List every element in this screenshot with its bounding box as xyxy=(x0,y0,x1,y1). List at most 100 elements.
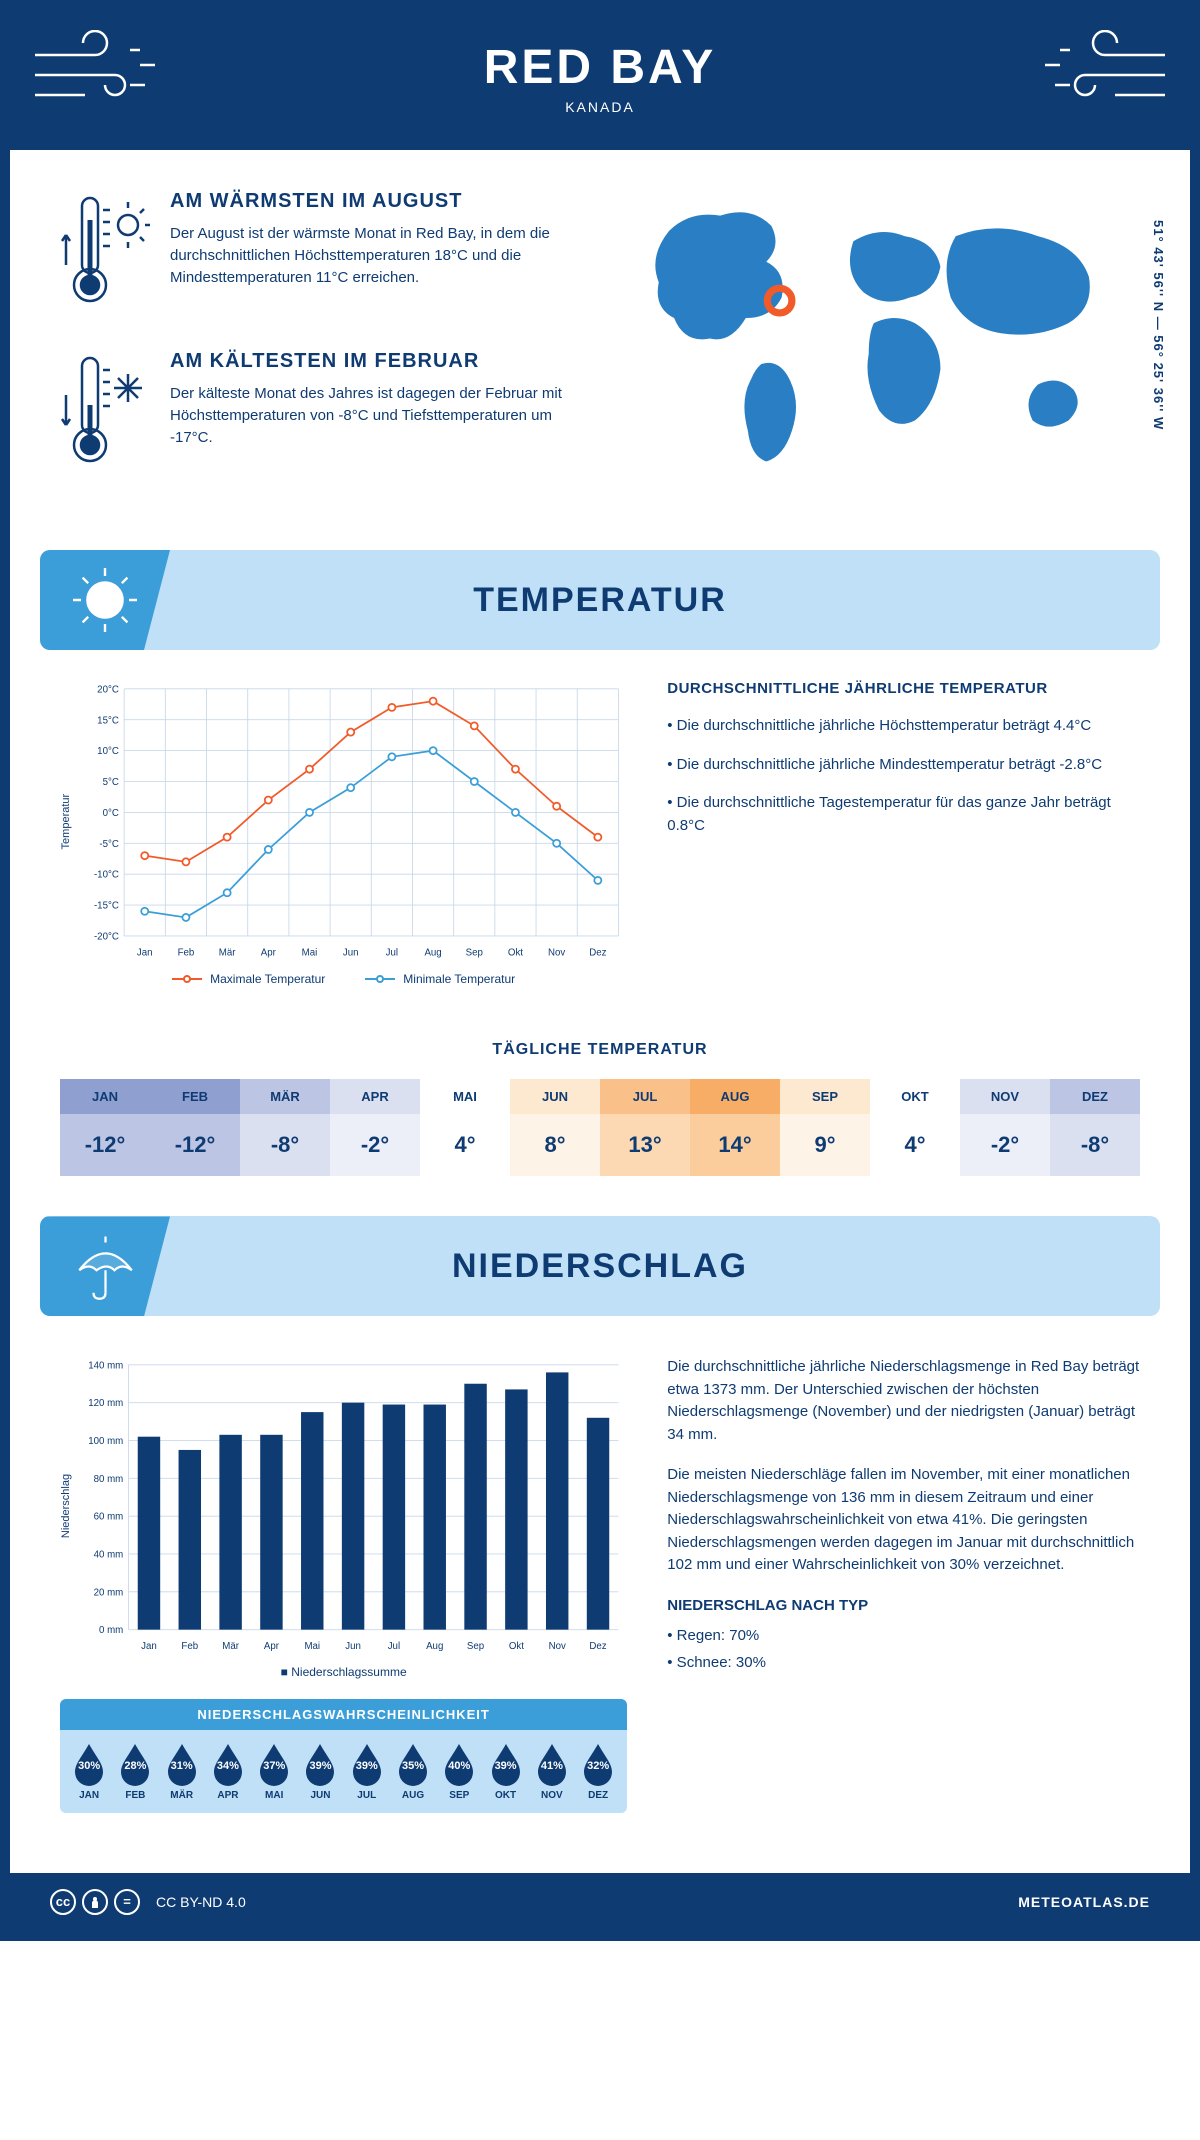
svg-text:Jun: Jun xyxy=(343,947,359,958)
umbrella-icon xyxy=(40,1216,170,1316)
thermometer-sun-icon xyxy=(60,190,150,315)
footer-brand: METEOATLAS.DE xyxy=(1018,1894,1150,1910)
svg-text:60 mm: 60 mm xyxy=(94,1512,124,1523)
cc-icon: cc xyxy=(50,1889,76,1915)
daily-cell: JAN-12° xyxy=(60,1079,150,1176)
temperature-line-chart: -20°C-15°C-10°C-5°C0°C5°C10°C15°C20°CJan… xyxy=(80,680,627,962)
page: RED BAY KANADA AM WÄRMSTEN IM AUGUST Der xyxy=(0,0,1200,1941)
precip-type-title: NIEDERSCHLAG NACH TYP xyxy=(667,1595,1140,1618)
svg-text:Nov: Nov xyxy=(548,947,565,958)
precip-bar-chart: 0 mm20 mm40 mm60 mm80 mm100 mm120 mm140 … xyxy=(80,1356,627,1656)
prob-month: OKT xyxy=(482,1790,528,1801)
daily-month: JUL xyxy=(600,1079,690,1114)
temp-info-b3: • Die durchschnittliche Tagestemperatur … xyxy=(667,792,1140,837)
coordinates: 51° 43' 56'' N — 56° 25' 36'' W xyxy=(1151,220,1166,430)
svg-text:Apr: Apr xyxy=(264,1642,280,1653)
prob-month: DEZ xyxy=(575,1790,621,1801)
daily-cell: JUL13° xyxy=(600,1079,690,1176)
prob-cell: 31%MÄR xyxy=(159,1742,205,1801)
prob-month: FEB xyxy=(112,1790,158,1801)
raindrop-icon: 32% xyxy=(580,1742,616,1786)
daily-value: -12° xyxy=(150,1114,240,1176)
svg-text:100 mm: 100 mm xyxy=(88,1436,123,1447)
svg-text:-20°C: -20°C xyxy=(94,932,119,943)
legend-label: Minimale Temperatur xyxy=(403,972,515,986)
daily-value: -2° xyxy=(960,1114,1050,1176)
daily-value: 14° xyxy=(690,1114,780,1176)
temp-info-b1: • Die durchschnittliche jährliche Höchst… xyxy=(667,715,1140,738)
prob-cell: 41% NOV xyxy=(529,1742,575,1801)
svg-text:Feb: Feb xyxy=(178,947,195,958)
precip-title: NIEDERSCHLAG xyxy=(170,1247,1160,1286)
precip-type2: • Schnee: 30% xyxy=(667,1652,1140,1675)
daily-value: -8° xyxy=(240,1114,330,1176)
daily-month: FEB xyxy=(150,1079,240,1114)
daily-cell: APR-2° xyxy=(330,1079,420,1176)
daily-month: SEP xyxy=(780,1079,870,1114)
svg-text:Mär: Mär xyxy=(222,1642,239,1653)
svg-text:-10°C: -10°C xyxy=(94,870,119,881)
daily-cell: MÄR-8° xyxy=(240,1079,330,1176)
daily-month: DEZ xyxy=(1050,1079,1140,1114)
svg-text:Feb: Feb xyxy=(181,1642,198,1653)
prob-month: AUG xyxy=(390,1790,436,1801)
daily-cell: NOV-2° xyxy=(960,1079,1050,1176)
prob-cell: 39%JUN xyxy=(297,1742,343,1801)
svg-text:Jan: Jan xyxy=(137,947,153,958)
by-icon xyxy=(82,1889,108,1915)
temperature-section: Temperatur -20°C-15°C-10°C-5°C0°C5°C10°C… xyxy=(10,680,1190,1016)
legend-item: Minimale Temperatur xyxy=(365,972,515,986)
daily-month: JUN xyxy=(510,1079,600,1114)
raindrop-icon: 39% xyxy=(488,1742,524,1786)
prob-cell: 35% AUG xyxy=(390,1742,436,1801)
svg-text:Apr: Apr xyxy=(261,947,277,958)
temp-info-b2: • Die durchschnittliche jährliche Mindes… xyxy=(667,754,1140,777)
prob-cell: 28%FEB xyxy=(112,1742,158,1801)
sun-icon xyxy=(40,550,170,650)
raindrop-icon: 39% xyxy=(302,1742,338,1786)
prob-month: NOV xyxy=(529,1790,575,1801)
coldest-block: AM KÄLTESTEN IM FEBRUAR Der kälteste Mon… xyxy=(60,350,598,475)
svg-text:120 mm: 120 mm xyxy=(88,1399,123,1410)
header: RED BAY KANADA xyxy=(10,10,1190,150)
prob-row: 30%JAN28%FEB31%MÄR34%APR37%MAI39%JUN39%J… xyxy=(60,1730,627,1813)
daily-value: -2° xyxy=(330,1114,420,1176)
warmest-title: AM WÄRMSTEN IM AUGUST xyxy=(170,190,598,213)
prob-month: APR xyxy=(205,1790,251,1801)
svg-text:0 mm: 0 mm xyxy=(99,1626,123,1637)
precip-type1: • Regen: 70% xyxy=(667,1625,1140,1648)
svg-text:0°C: 0°C xyxy=(103,808,119,819)
svg-text:20 mm: 20 mm xyxy=(94,1588,124,1599)
legend-label: Maximale Temperatur xyxy=(210,972,325,986)
raindrop-icon: 41% xyxy=(534,1742,570,1786)
svg-text:Mai: Mai xyxy=(302,947,318,958)
svg-text:20°C: 20°C xyxy=(97,684,119,695)
prob-cell: 30%JAN xyxy=(66,1742,112,1801)
svg-text:140 mm: 140 mm xyxy=(88,1361,123,1372)
daily-value: -8° xyxy=(1050,1114,1140,1176)
svg-text:Aug: Aug xyxy=(424,947,441,958)
raindrop-icon: 40% xyxy=(441,1742,477,1786)
daily-value: -12° xyxy=(60,1114,150,1176)
coldest-title: AM KÄLTESTEN IM FEBRUAR xyxy=(170,350,598,373)
precip-text: Die durchschnittliche jährliche Niedersc… xyxy=(667,1356,1140,1842)
daily-month: MAI xyxy=(420,1079,510,1114)
world-map-icon xyxy=(628,190,1140,477)
daily-month: MÄR xyxy=(240,1079,330,1114)
daily-month: NOV xyxy=(960,1079,1050,1114)
daily-cell: OKT4° xyxy=(870,1079,960,1176)
prob-cell: 40% SEP xyxy=(436,1742,482,1801)
prob-month: MAI xyxy=(251,1790,297,1801)
daily-temp-grid: JAN-12°FEB-12°MÄR-8°APR-2°MAI4°JUN8°JUL1… xyxy=(60,1079,1140,1176)
temperature-banner: TEMPERATUR xyxy=(40,550,1160,650)
precip-section: Niederschlag 0 mm20 mm40 mm60 mm80 mm100… xyxy=(10,1346,1190,1872)
raindrop-icon: 35% xyxy=(395,1742,431,1786)
daily-temp-title: TÄGLICHE TEMPERATUR xyxy=(10,1041,1190,1059)
warmest-text: Der August ist der wärmste Monat in Red … xyxy=(170,223,598,288)
svg-text:10°C: 10°C xyxy=(97,746,119,757)
svg-text:Nov: Nov xyxy=(549,1642,566,1653)
svg-text:5°C: 5°C xyxy=(103,777,119,788)
raindrop-icon: 30% xyxy=(71,1742,107,1786)
precip-p1: Die durchschnittliche jährliche Niedersc… xyxy=(667,1356,1140,1446)
prob-month: SEP xyxy=(436,1790,482,1801)
